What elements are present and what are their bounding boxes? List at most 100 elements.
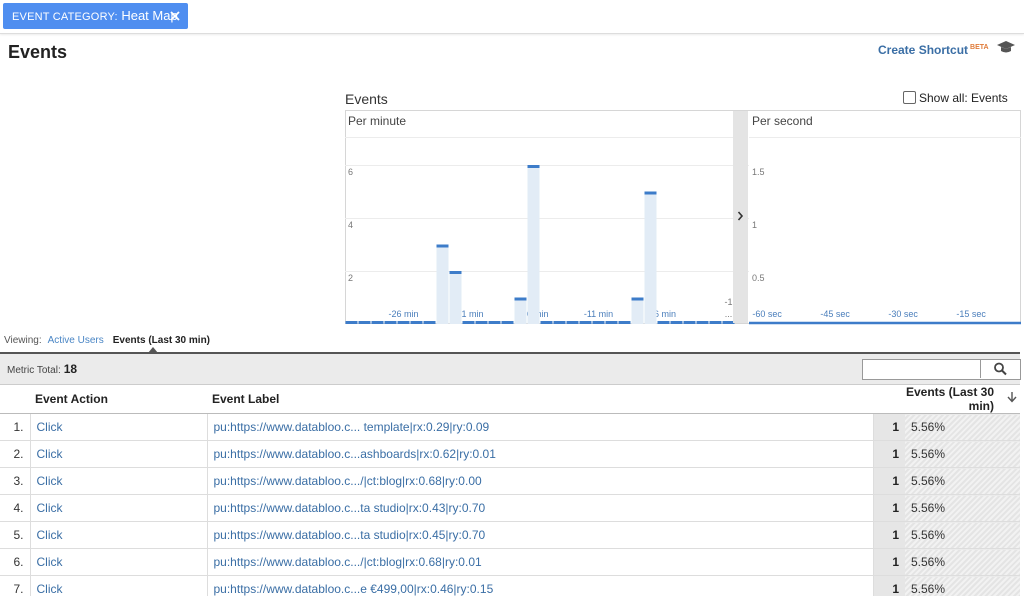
table-row: 5. Click pu:https://www.databloo.c...ta st… — [0, 521, 1021, 549]
event-count: 1 — [873, 521, 905, 549]
search-button[interactable] — [980, 359, 1020, 378]
event-action[interactable]: Click — [30, 575, 208, 596]
bar-cap — [709, 321, 722, 324]
bar-cap — [514, 297, 527, 301]
y-tick-label: 1 — [752, 220, 757, 230]
filter-bar: EVENT CATEGORY: Heat Map — [0, 0, 1024, 34]
event-action[interactable]: Click — [30, 548, 208, 576]
bar-cap — [397, 321, 410, 324]
x-tick-label: -1 — [724, 297, 732, 307]
chart-title: Per minute — [348, 114, 406, 128]
academy-icon[interactable] — [996, 40, 1016, 54]
bar-cap — [657, 321, 670, 324]
header-row: Event Action Event Label Events (Last 30… — [0, 385, 1021, 414]
bar-cap — [683, 321, 696, 324]
table-row: 6. Click pu:https://www.databloo.c.../|ct:… — [0, 548, 1021, 576]
tab-pointer — [148, 347, 158, 353]
event-action[interactable]: Click — [30, 521, 208, 549]
data-table: Event Action Event Label Events (Last 30… — [0, 385, 1021, 596]
checkbox[interactable] — [903, 91, 916, 104]
event-count: 1 — [873, 467, 905, 495]
tab-active[interactable]: Events (Last 30 min) — [112, 335, 211, 346]
table-row: 4. Click pu:https://www.databloo.c...ta st… — [0, 494, 1021, 522]
header-cell[interactable]: Event Action — [30, 385, 207, 414]
event-share: 5.56% — [905, 440, 1021, 468]
filter-chip[interactable]: EVENT CATEGORY: Heat Map — [3, 3, 188, 29]
x-tick-label: -15 sec — [956, 309, 986, 319]
event-share: 5.56% — [905, 575, 1021, 596]
event-label[interactable]: pu:https://www.databloo.c... template|rx… — [207, 413, 874, 441]
row-index: 3. — [0, 467, 31, 495]
x-tick-label: -45 sec — [820, 309, 850, 319]
bar-cap — [371, 321, 384, 324]
show-all-label[interactable]: Show all: Events — [919, 91, 1008, 105]
bar-cap — [722, 321, 735, 324]
event-count: 1 — [873, 548, 905, 576]
header-cell — [0, 385, 30, 414]
bar-cap — [540, 321, 553, 324]
bar-cap — [345, 321, 358, 324]
event-count: 1 — [873, 440, 905, 468]
bar-cap — [449, 271, 462, 274]
bar-cap — [618, 321, 631, 324]
event-share: 5.56% — [905, 494, 1021, 522]
event-share: 5.56% — [905, 413, 1021, 441]
event-action[interactable]: Click — [30, 413, 208, 441]
x-tick-label: -26 min — [388, 309, 418, 319]
create-shortcut[interactable]: Create Shortcut BETA — [878, 43, 989, 57]
event-label[interactable]: pu:https://www.databloo.c...ta studio|rx… — [207, 494, 874, 522]
bar-cap — [670, 321, 683, 324]
shortcut-text[interactable]: Create Shortcut — [878, 43, 969, 57]
tab[interactable]: Active Users — [47, 335, 104, 346]
beta-badge: BETA — [970, 44, 989, 51]
y-tick-label: 0.5 — [752, 273, 765, 283]
x-tick-overflow: ... — [725, 309, 733, 319]
event-label[interactable]: pu:https://www.databloo.c.../|ct:blog|rx… — [207, 548, 874, 576]
event-action[interactable]: Click — [30, 494, 208, 522]
event-action[interactable]: Click — [30, 467, 208, 495]
chart-title: Per second — [752, 114, 813, 128]
bar — [514, 297, 527, 324]
bar-cap — [384, 321, 397, 324]
event-action[interactable]: Click — [30, 440, 208, 468]
bar — [644, 191, 657, 324]
table-row: 7. Click pu:https://www.databloo.c...e €49… — [0, 575, 1021, 596]
filter-label: EVENT CATEGORY: — [12, 11, 118, 23]
bar-cap — [410, 321, 423, 324]
event-share: 5.56% — [905, 467, 1021, 495]
event-label[interactable]: pu:https://www.databloo.c.../|ct:blog|rx… — [207, 467, 874, 495]
bar-cap — [644, 191, 657, 195]
x-tick-label: -11 min — [584, 309, 613, 319]
bar-cap — [462, 321, 475, 324]
row-index: 5. — [0, 521, 31, 549]
bar-cap — [358, 321, 371, 324]
bar-cap — [631, 297, 644, 301]
close-icon[interactable] — [170, 11, 180, 21]
bar-cap — [553, 321, 566, 324]
x-tick-label: -60 sec — [752, 309, 782, 319]
viewing-label: Viewing: — [4, 335, 42, 346]
bar — [436, 244, 449, 324]
header-cell[interactable]: Event Label — [207, 385, 873, 414]
metric-bar: Metric Total: 18 — [0, 354, 1020, 385]
bar-cap — [605, 321, 618, 324]
bar — [449, 271, 462, 324]
divider — [0, 352, 1020, 354]
search-input[interactable] — [862, 359, 1021, 380]
header-cell[interactable]: Events (Last 30 min) — [873, 385, 1021, 414]
event-label[interactable]: pu:https://www.databloo.c...e €499,00|rx… — [207, 575, 874, 596]
event-share: 5.56% — [905, 521, 1021, 549]
x-tick-label: -30 sec — [888, 309, 918, 319]
bar — [527, 165, 540, 324]
event-label[interactable]: pu:https://www.databloo.c...ta studio|rx… — [207, 521, 874, 549]
table-row: 1. Click pu:https://www.databloo.c... temp… — [0, 413, 1021, 441]
row-index: 7. — [0, 575, 31, 596]
viewing-bar: Viewing: Active Users Events (Last 30 min) — [4, 335, 210, 346]
event-count: 1 — [873, 575, 905, 596]
table-row: 3. Click pu:https://www.databloo.c.../|ct:… — [0, 467, 1021, 495]
bar-cap — [475, 321, 488, 324]
event-label[interactable]: pu:https://www.databloo.c...ashboards|rx… — [207, 440, 874, 468]
bar-cap — [436, 244, 449, 248]
